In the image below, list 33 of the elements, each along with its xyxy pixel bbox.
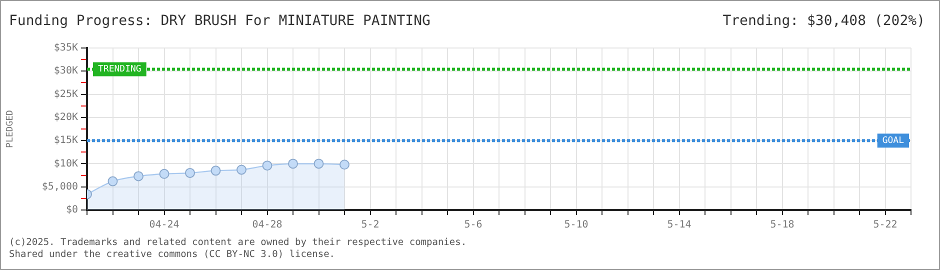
x-tick-label: 5-22 [873, 220, 898, 231]
y-tick-label: $10K [54, 158, 78, 170]
y-tick-label: $35K [54, 42, 78, 54]
x-tick-label: 5-14 [667, 220, 692, 231]
point [159, 168, 170, 179]
point [108, 176, 118, 186]
point [314, 158, 324, 169]
point [236, 164, 246, 175]
x-tick-label: 5-6 [464, 220, 482, 231]
ref-line-label: GOAL [882, 136, 904, 146]
y-tick-label: $30K [54, 66, 78, 77]
y-axis-title: PLEDGED [6, 110, 16, 148]
x-tick-label: 5-2 [361, 220, 380, 231]
y-tick-label: $15K [54, 135, 78, 146]
point [185, 168, 195, 178]
point [210, 166, 221, 176]
point [340, 160, 350, 170]
x-tick-label: 04-24 [149, 220, 180, 231]
text: Shared under the creative commons (CC BY-NC 3.0) license. [9, 249, 336, 261]
point [288, 158, 298, 169]
y-tick-label: $25K [54, 88, 78, 100]
y-tick-label: $5,000 [42, 181, 78, 192]
x-tick-label: 5-10 [564, 220, 588, 231]
ref-line-label: TRENDING [98, 64, 142, 75]
point [262, 160, 272, 171]
y-tick-label: $0 [66, 204, 78, 216]
chart-subtitle: Trending: $30,408 (202%) [722, 13, 925, 29]
point [134, 171, 144, 182]
text: (c)2025. Trademarks and related content are owned by their respective companies. [9, 237, 467, 249]
chart-title: Funding Progress: DRY BRUSH For MINIATURE PAINTING [9, 13, 430, 29]
x-tick-label: 5-18 [770, 220, 794, 231]
y-tick-label: $20K [54, 112, 78, 124]
x-tick-label: 04-28 [252, 220, 282, 231]
